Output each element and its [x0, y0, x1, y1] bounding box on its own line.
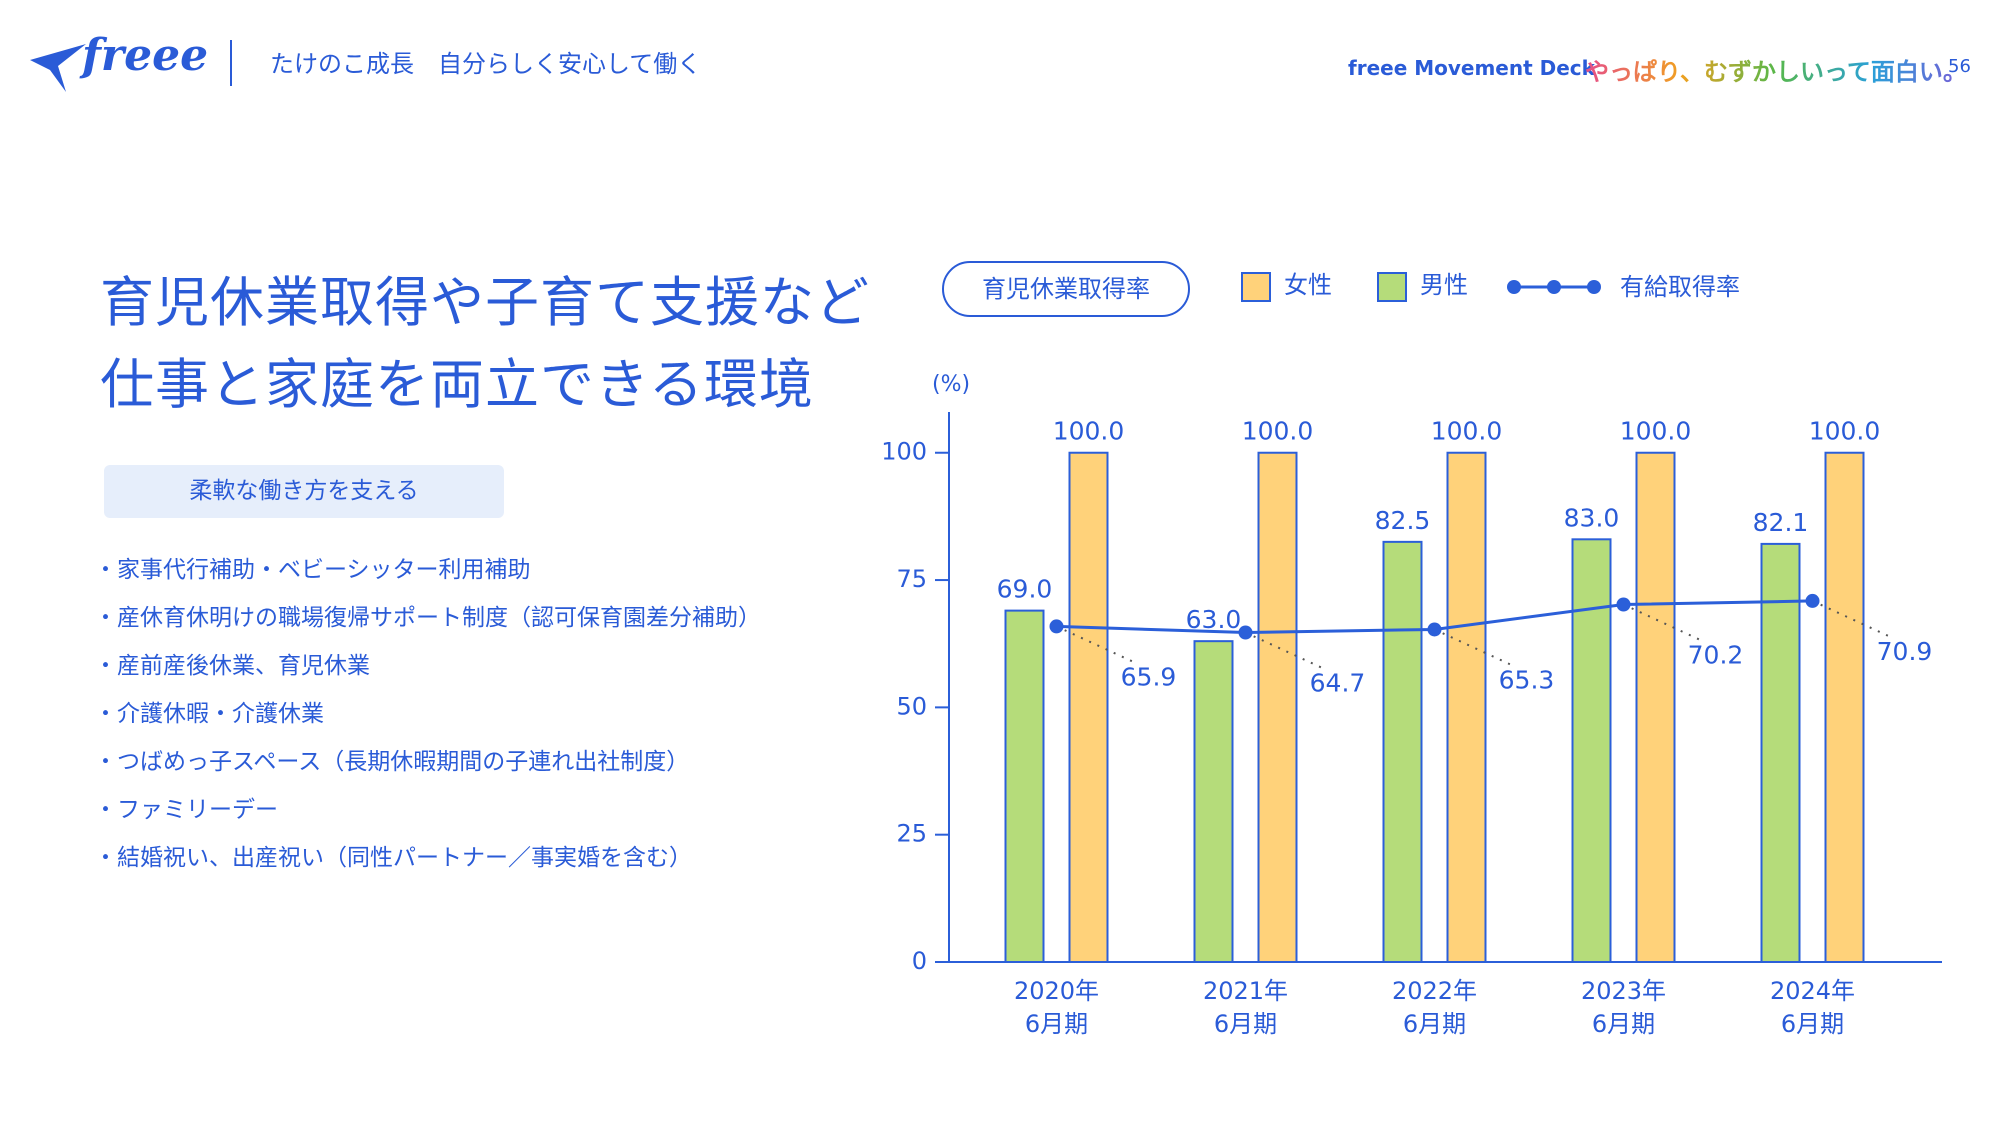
point: [1805, 593, 1820, 608]
data-label: 100.0: [1242, 417, 1314, 446]
heading: 育児休業取得や子育て支援など: [100, 271, 870, 334]
heading: 仕事と家庭を両立できる環境: [100, 353, 814, 416]
x-tick-label: 2023年 6月期: [1580, 977, 1667, 1038]
data-label: 100.0: [1620, 417, 1692, 446]
data-label: 82.1: [1753, 508, 1809, 537]
data-label: 82.5: [1375, 506, 1431, 535]
bar: [1824, 451, 1865, 963]
bullet-item: ・介護休暇・介護休業: [94, 701, 324, 727]
x-tick-label: 2021年 6月期: [1202, 977, 1289, 1038]
legend-dot: [1547, 280, 1561, 294]
bar: [1571, 538, 1612, 963]
y-tick-label: 0: [912, 947, 927, 975]
chart-title: 育児休業取得率: [982, 275, 1150, 303]
data-label: 64.7: [1310, 669, 1366, 698]
bar: [1382, 540, 1423, 963]
title-pill: [942, 261, 1190, 317]
y-tick-label: 50: [896, 692, 927, 720]
legend-swatch: [1241, 272, 1271, 302]
bar: [1068, 451, 1109, 963]
bar: [1760, 542, 1801, 963]
data-label: 83.0: [1564, 503, 1620, 532]
legend-dot: [1507, 280, 1521, 294]
slogan: やっぱり、むずかしいって面白い。: [1585, 52, 1967, 87]
bar: [1193, 640, 1234, 964]
bullet-item: ・ファミリーデー: [94, 797, 278, 823]
data-label: 100.0: [1053, 417, 1125, 446]
legend-dot: [1587, 280, 1601, 294]
data-label: 63.0: [1186, 605, 1242, 634]
x-tick-label: 2022年 6月期: [1391, 977, 1478, 1038]
bar: [1635, 451, 1676, 963]
data-label: 100.0: [1809, 417, 1881, 446]
page-number: 56: [1948, 56, 1971, 77]
data-label: 70.9: [1877, 637, 1933, 666]
y-axis-label: (%): [932, 372, 970, 397]
data-label: 65.9: [1121, 662, 1177, 691]
point: [1049, 619, 1064, 634]
legend-label: 有給取得率: [1620, 273, 1740, 301]
bullet-item: ・産前産後休業、育児休業: [94, 653, 370, 679]
deck-name: freee Movement Deck: [1348, 56, 1595, 80]
logo: freee: [82, 30, 209, 81]
legend-label: 男性: [1420, 271, 1468, 299]
y-tick-label: 75: [896, 565, 927, 593]
bullet-item: ・家事代行補助・ベビーシッター利用補助: [94, 557, 531, 583]
point: [1616, 597, 1631, 612]
bullet-item: ・産休育休明けの職場復帰サポート制度（認可保育園差分補助）: [94, 605, 761, 631]
data-label: 65.3: [1499, 665, 1555, 694]
legend-label: 女性: [1284, 271, 1332, 299]
bar: [1004, 609, 1045, 963]
data-label: 69.0: [997, 575, 1053, 604]
x-tick-label: 2024年 6月期: [1769, 977, 1856, 1038]
logo-bird: [30, 44, 86, 92]
tag: 柔軟な働き方を支える: [104, 465, 504, 518]
separator: [230, 40, 232, 86]
bar: [1446, 451, 1487, 963]
x-tick-label: 2020年 6月期: [1013, 977, 1100, 1038]
bar: [1257, 451, 1298, 963]
section-title: たけのこ成長 自分らしく安心して働く: [270, 50, 702, 78]
bullet-item: ・結婚祝い、出産祝い（同性パートナー／事実婚を含む）: [94, 845, 692, 871]
data-label: 100.0: [1431, 417, 1503, 446]
bullet-item: ・つばめっ子スペース（長期休暇期間の子連れ出社制度）: [94, 749, 690, 775]
data-label: 70.2: [1688, 641, 1744, 670]
point: [1238, 625, 1253, 640]
y-tick-label: 100: [881, 438, 927, 466]
y-tick-label: 25: [896, 820, 927, 848]
point: [1427, 622, 1442, 637]
legend-swatch: [1377, 272, 1407, 302]
